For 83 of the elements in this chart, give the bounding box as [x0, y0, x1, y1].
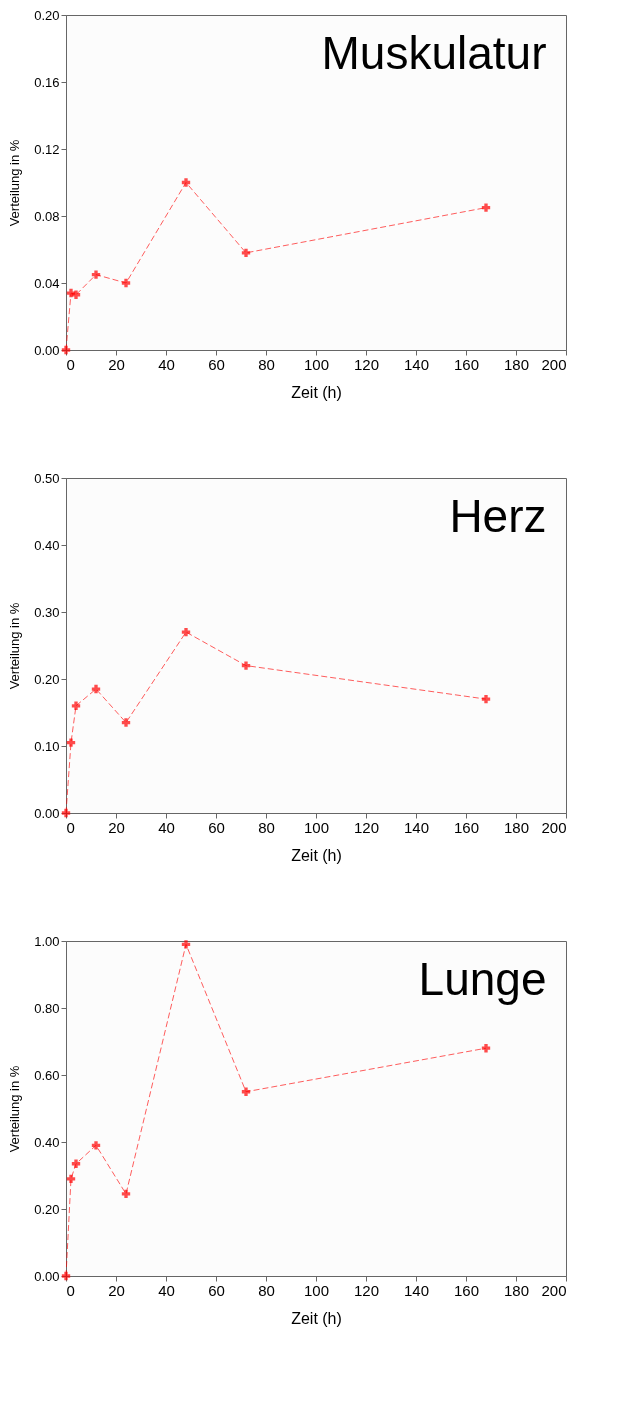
point	[71, 701, 81, 710]
point	[241, 1087, 251, 1096]
point	[481, 203, 491, 212]
point	[121, 718, 131, 727]
x-tick-label: 120	[353, 1281, 380, 1299]
point	[181, 178, 191, 187]
y-tick-label: 0.40	[34, 537, 60, 553]
x-tick-label: 160	[453, 818, 480, 836]
y-tick-label: 0.20	[34, 7, 60, 23]
x-tick-label: 160	[453, 1281, 480, 1299]
x-tick-label: 0	[66, 818, 75, 836]
y-tick-label: 0.00	[34, 805, 60, 821]
point	[71, 1159, 81, 1168]
y-tick-label: 0.00	[34, 1268, 60, 1284]
x-tick-label: 200	[541, 1281, 567, 1299]
y-tick-label: 0.40	[34, 1134, 60, 1150]
y-tick-label: 0.50	[34, 470, 60, 486]
x-axis-title: Zeit (h)	[291, 846, 342, 864]
x-tick-label: 160	[453, 355, 480, 373]
x-tick-label: 100	[303, 818, 330, 836]
point	[481, 1044, 491, 1053]
x-tick-label: 200	[541, 818, 567, 836]
y-axis-title: Verteilung in %	[7, 139, 23, 227]
x-tick-label: 80	[258, 818, 275, 836]
x-tick-label: 140	[403, 355, 430, 373]
y-tick-label: 0.16	[34, 74, 60, 90]
point	[481, 694, 491, 704]
point	[91, 270, 101, 279]
y-tick-label: 0.60	[34, 1067, 60, 1083]
point	[91, 684, 101, 694]
point	[66, 738, 76, 747]
point	[121, 278, 131, 288]
x-tick-label: 20	[108, 355, 125, 373]
x-tick-label: 120	[353, 355, 380, 373]
y-tick-label: 0.08	[34, 208, 60, 224]
y-tick-label: 0.04	[34, 275, 60, 291]
point	[71, 290, 81, 299]
x-tick-label: 40	[158, 1281, 175, 1299]
point	[91, 1141, 101, 1150]
x-tick-label: 140	[403, 818, 430, 836]
x-tick-label: 200	[541, 355, 567, 373]
chart-title: Lunge	[418, 953, 547, 1005]
x-tick-label: 0	[66, 355, 75, 373]
x-tick-label: 80	[258, 1281, 275, 1299]
x-axis-title: Zeit (h)	[291, 383, 342, 401]
point	[61, 1271, 71, 1281]
x-tick-label: 180	[503, 1281, 530, 1299]
point	[181, 940, 191, 949]
y-axis-title: Verteilung in %	[7, 602, 23, 690]
y-tick-label: 0.10	[34, 738, 60, 754]
point	[61, 808, 71, 818]
point	[241, 661, 251, 670]
y-axis-title: Verteilung in %	[7, 1065, 23, 1153]
point	[66, 1174, 76, 1184]
point	[121, 1189, 131, 1199]
x-tick-label: 40	[158, 355, 175, 373]
x-tick-label: 140	[403, 1281, 430, 1299]
y-tick-label: 0.00	[34, 342, 60, 358]
y-tick-label: 0.80	[34, 1000, 60, 1016]
point	[181, 627, 191, 637]
chart-title: Herz	[449, 490, 547, 542]
x-tick-label: 60	[208, 818, 225, 836]
y-tick-label: 1.00	[34, 933, 60, 949]
point	[61, 345, 71, 355]
y-tick-label: 0.12	[34, 141, 60, 157]
y-tick-label: 0.20	[34, 1201, 60, 1217]
x-tick-label: 180	[503, 355, 530, 373]
chart-title: Muskulatur	[321, 27, 547, 79]
x-tick-label: 0	[66, 1281, 75, 1299]
x-tick-label: 120	[353, 818, 380, 836]
x-axis-title: Zeit (h)	[291, 1309, 342, 1327]
x-tick-label: 20	[108, 818, 125, 836]
x-tick-label: 60	[208, 1281, 225, 1299]
x-tick-label: 100	[303, 1281, 330, 1299]
y-tick-label: 0.20	[34, 671, 60, 687]
x-tick-label: 180	[503, 818, 530, 836]
point	[241, 248, 251, 258]
x-tick-label: 20	[108, 1281, 125, 1299]
x-tick-label: 40	[158, 818, 175, 836]
x-tick-label: 80	[258, 355, 275, 373]
x-tick-label: 60	[208, 355, 225, 373]
x-tick-label: 100	[303, 355, 330, 373]
y-tick-label: 0.30	[34, 604, 60, 620]
